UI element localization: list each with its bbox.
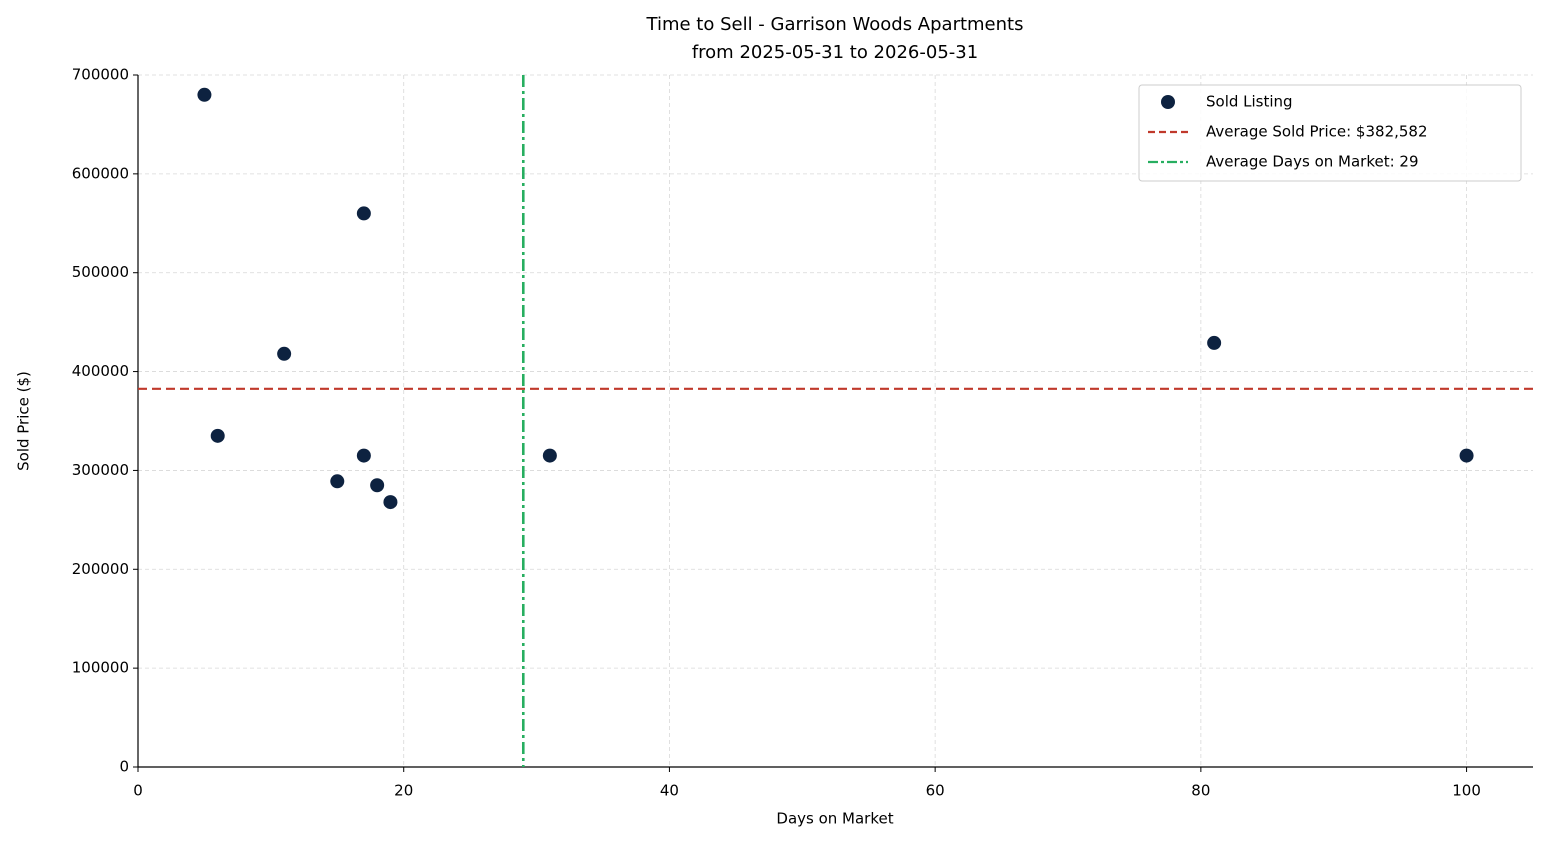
point — [370, 478, 385, 493]
y-tick-label: 300000 — [72, 461, 129, 479]
chart-title: Time to Sell - Garrison Woods Apartments — [646, 14, 1024, 35]
x-tick-label: 100 — [1452, 782, 1481, 800]
y-tick-label: 200000 — [72, 560, 129, 578]
chart-subtitle: from 2025-05-31 to 2026-05-31 — [692, 42, 978, 63]
point — [383, 495, 398, 510]
y-axis-label: Sold Price ($) — [15, 371, 33, 471]
y-tick-label: 600000 — [72, 164, 129, 182]
point — [542, 448, 557, 463]
legend-marker — [1161, 95, 1175, 109]
point — [356, 206, 371, 221]
x-tick-label: 60 — [926, 782, 945, 800]
legend-box — [1138, 84, 1522, 182]
x-axis-label: Days on Market — [776, 810, 893, 828]
y-tick-label: 700000 — [72, 66, 129, 84]
y-tick-label: 500000 — [72, 263, 129, 281]
point — [1207, 335, 1222, 350]
legend-label: Average Sold Price: $382,582 — [1206, 123, 1428, 141]
y-tick-label: 0 — [119, 758, 129, 776]
point — [197, 87, 212, 102]
point — [210, 428, 225, 443]
y-tick-label: 100000 — [72, 659, 129, 677]
x-tick-label: 20 — [394, 782, 413, 800]
point — [356, 448, 371, 463]
x-tick-label: 40 — [660, 782, 679, 800]
point — [330, 474, 345, 489]
legend-label: Sold Listing — [1206, 93, 1293, 111]
legend-label: Average Days on Market: 29 — [1206, 153, 1419, 171]
point — [277, 346, 292, 361]
y-tick-label: 400000 — [72, 362, 129, 380]
x-tick-label: 80 — [1191, 782, 1210, 800]
x-tick-label: 0 — [133, 782, 143, 800]
point — [1459, 448, 1474, 463]
